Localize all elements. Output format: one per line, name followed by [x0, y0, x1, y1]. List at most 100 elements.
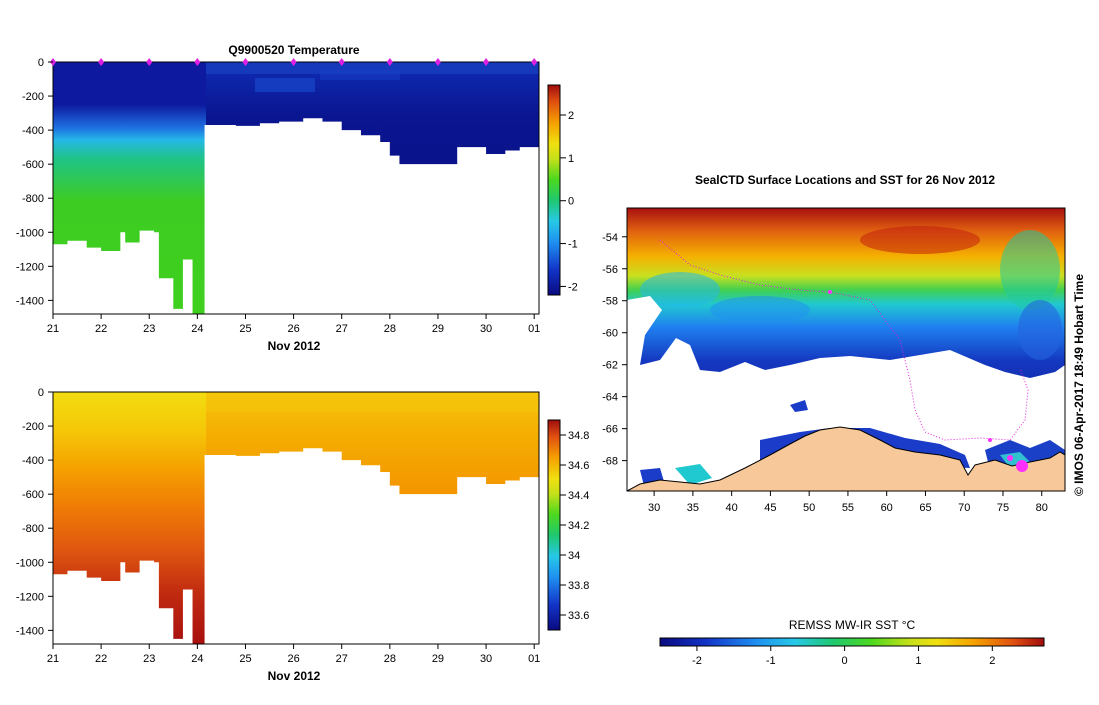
- sst-map-title: SealCTD Surface Locations and SST for 26…: [695, 173, 995, 187]
- temperature-y-axis: 0 -200 -400 -600 -800 -1000 -1200 -1400: [16, 57, 53, 307]
- salinity-y-tick-label: -1000: [16, 557, 44, 569]
- salinity-y-tick-label: -600: [22, 489, 44, 501]
- salinity-x-tick-label: 01: [528, 653, 540, 665]
- salinity-y-tick-label: -400: [22, 455, 44, 467]
- salinity-y-tick-label: -200: [22, 421, 44, 433]
- temperature-y-tick-label: -1400: [16, 295, 44, 307]
- temperature-y-tick-label: -200: [22, 91, 44, 103]
- sst-map-frame: [626, 207, 1066, 492]
- salinity-colorbar-ticks: 34.8 34.6 34.4 34.2 34 33.8 33.6: [560, 430, 589, 622]
- latitude-tick-label: -56: [602, 264, 618, 276]
- salinity-plot-frame: [52, 391, 540, 645]
- longitude-tick-label: 70: [958, 502, 970, 514]
- latitude-tick-label: -54: [602, 232, 618, 244]
- temperature-y-tick-label: 0: [38, 57, 44, 69]
- salinity-x-tick-label: 29: [432, 653, 444, 665]
- temperature-y-tick-label: -400: [22, 125, 44, 137]
- latitude-tick-label: -62: [602, 360, 618, 372]
- salinity-x-tick-label: 23: [143, 653, 155, 665]
- temperature-x-tick-label: 01: [528, 323, 540, 335]
- salinity-y-axis: 0 -200 -400 -600 -800 -1000 -1200 -1400: [16, 387, 53, 637]
- temperature-x-tick-label: 23: [143, 323, 155, 335]
- salinity-x-tick-label: 27: [336, 653, 348, 665]
- temperature-profile-markers: [50, 58, 538, 66]
- sst-colorbar-tick-label: 1: [915, 655, 921, 667]
- temperature-section-chart: Q9900520 Temperature 0 -200 -400 -600 -800 -1…: [16, 43, 578, 353]
- salinity-y-tick-label: -1200: [16, 591, 44, 603]
- salinity-x-tick-label: 30: [480, 653, 492, 665]
- temperature-profile-marker: [146, 58, 153, 66]
- salinity-no-data-area: [53, 448, 539, 644]
- temperature-bathymetry-mask: [53, 118, 539, 314]
- temperature-x-tick-label: 21: [47, 323, 59, 335]
- temperature-profile-marker: [483, 58, 490, 66]
- temperature-profile-marker: [242, 58, 249, 66]
- sst-map-longitude-axis: 30 35 40 45 50 55 60 65 70 75 80: [648, 491, 1048, 514]
- temperature-x-tick-label: 24: [191, 323, 203, 335]
- sst-colorbar-tick-label: -1: [766, 655, 776, 667]
- temperature-x-tick-label: 29: [432, 323, 444, 335]
- latitude-tick-label: -66: [602, 424, 618, 436]
- temperature-profile-marker: [386, 58, 393, 66]
- sst-colorbar-tick-label: 0: [842, 655, 848, 667]
- salinity-x-axis: 21 22 23 24 25 26 27 28 29 30 01: [47, 644, 540, 665]
- sst-colorbar-tick-label: -2: [692, 655, 702, 667]
- temperature-profile-marker: [338, 58, 345, 66]
- temperature-colorbar-ticks: 2 1 0 -1 -2: [560, 110, 578, 293]
- temperature-chart-title: Q9900520 Temperature: [228, 43, 360, 57]
- temperature-colorbar-tick-label: -1: [568, 239, 578, 251]
- temperature-profile-marker: [531, 58, 538, 66]
- salinity-section-chart: 0 -200 -400 -600 -800 -1000 -1200 -1400 21 22 23 2…: [16, 387, 590, 683]
- temperature-x-tick-label: 22: [95, 323, 107, 335]
- salinity-colorbar-tick-label: 33.8: [568, 580, 589, 592]
- temperature-profile-marker: [98, 58, 105, 66]
- sst-map-latitude-axis: -54 -56 -58 -60 -62 -64 -66 -68: [602, 232, 627, 468]
- longitude-tick-label: 45: [764, 502, 776, 514]
- temperature-profile-marker: [194, 58, 201, 66]
- sst-colorbar: [659, 637, 1045, 647]
- latitude-tick-label: -58: [602, 296, 618, 308]
- temperature-y-tick-label: -800: [22, 193, 44, 205]
- longitude-tick-label: 75: [997, 502, 1009, 514]
- salinity-x-tick-label: 26: [287, 653, 299, 665]
- temperature-colorbar: [547, 84, 561, 296]
- salinity-x-axis-label: Nov 2012: [268, 669, 321, 683]
- salinity-y-tick-label: -1400: [16, 625, 44, 637]
- temperature-x-tick-label: 25: [239, 323, 251, 335]
- salinity-x-tick-label: 22: [95, 653, 107, 665]
- longitude-tick-label: 30: [648, 502, 660, 514]
- antarctic-landmass: [627, 426, 1065, 491]
- salinity-y-tick-label: 0: [38, 387, 44, 399]
- sst-colorbar-label: REMSS MW-IR SST °C: [789, 618, 916, 632]
- temperature-y-tick-label: -1000: [16, 227, 44, 239]
- temperature-x-axis-label: Nov 2012: [268, 339, 321, 353]
- salinity-x-tick-label: 21: [47, 653, 59, 665]
- temperature-colorbar-tick-label: 0: [568, 196, 574, 208]
- temperature-profile-marker: [434, 58, 441, 66]
- longitude-tick-label: 55: [842, 502, 854, 514]
- salinity-colorbar-tick-label: 34.2: [568, 520, 589, 532]
- salinity-colorbar-tick-label: 34.4: [568, 490, 589, 502]
- temperature-x-tick-label: 27: [336, 323, 348, 335]
- temperature-x-axis: 21 22 23 24 25 26 27 28 29 30 01: [47, 314, 540, 335]
- salinity-x-tick-label: 25: [239, 653, 251, 665]
- sst-map-chart: SealCTD Surface Locations and SST for 26…: [602, 173, 1086, 667]
- salinity-colorbar-tick-label: 34.6: [568, 460, 589, 472]
- salinity-colorbar: [547, 419, 561, 631]
- longitude-tick-label: 35: [687, 502, 699, 514]
- salinity-y-tick-label: -800: [22, 523, 44, 535]
- temperature-profile-marker: [290, 58, 297, 66]
- temperature-x-tick-label: 28: [384, 323, 396, 335]
- longitude-tick-label: 40: [726, 502, 738, 514]
- longitude-tick-label: 60: [881, 502, 893, 514]
- temperature-colorbar-tick-label: 2: [568, 110, 574, 122]
- salinity-colorbar-tick-label: 33.6: [568, 610, 589, 622]
- sst-colorbar-ticks: -2 -1 0 1 2: [692, 646, 995, 667]
- seal-location-marker: [1016, 460, 1028, 472]
- longitude-tick-label: 50: [803, 502, 815, 514]
- longitude-tick-label: 65: [919, 502, 931, 514]
- temperature-y-tick-label: -600: [22, 159, 44, 171]
- latitude-tick-label: -60: [602, 328, 618, 340]
- salinity-colorbar-tick-label: 34.8: [568, 430, 589, 442]
